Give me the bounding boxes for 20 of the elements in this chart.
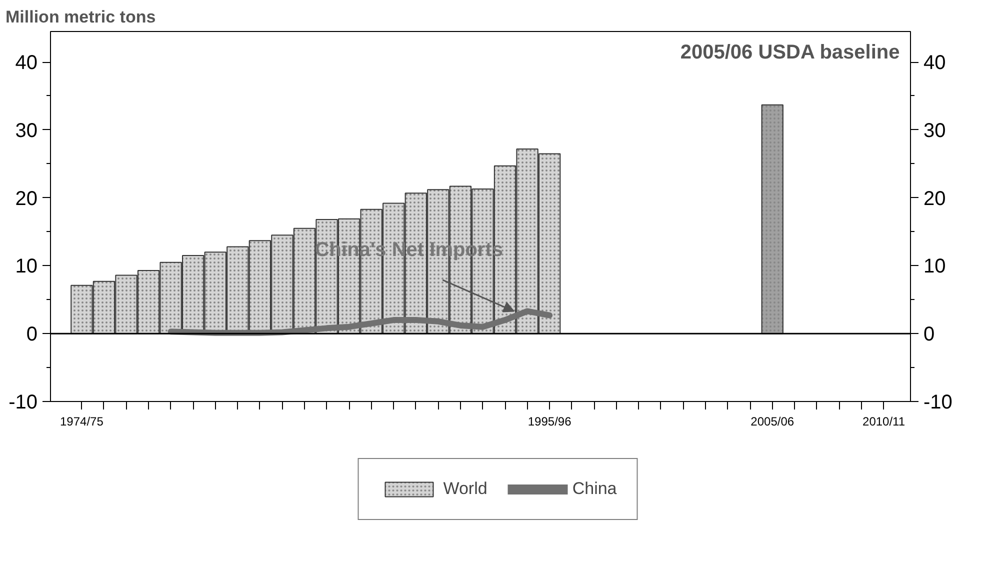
y2-tick-label: -10 [924, 392, 952, 414]
y2-tick-label: 20 [924, 188, 946, 210]
legend-label: World [443, 478, 488, 498]
y2-tick-label: 10 [924, 256, 946, 278]
y-tick-label: 10 [15, 256, 38, 278]
y2-tick-label: 40 [924, 52, 946, 74]
x-tick-label: 1995/96 [528, 414, 572, 428]
x-tick-label: 1974/75 [60, 414, 104, 428]
legend-label: China [572, 478, 617, 498]
y-tick-label: 30 [15, 120, 38, 142]
y-tick-label: -10 [8, 392, 38, 414]
y2-tick-label: 0 [924, 324, 935, 346]
y-tick-label: 0 [26, 324, 38, 346]
x-tick-label: 2005/06 [750, 414, 794, 428]
x-tick-label: 2010/11 [862, 414, 906, 428]
y-tick-label: 40 [15, 52, 38, 74]
y-axis-title: Million metric tons [6, 8, 156, 26]
y2-tick-label: 30 [924, 120, 946, 142]
annotation: 2005/06 USDA baseline [680, 42, 900, 64]
y-tick-label: 20 [15, 188, 38, 210]
